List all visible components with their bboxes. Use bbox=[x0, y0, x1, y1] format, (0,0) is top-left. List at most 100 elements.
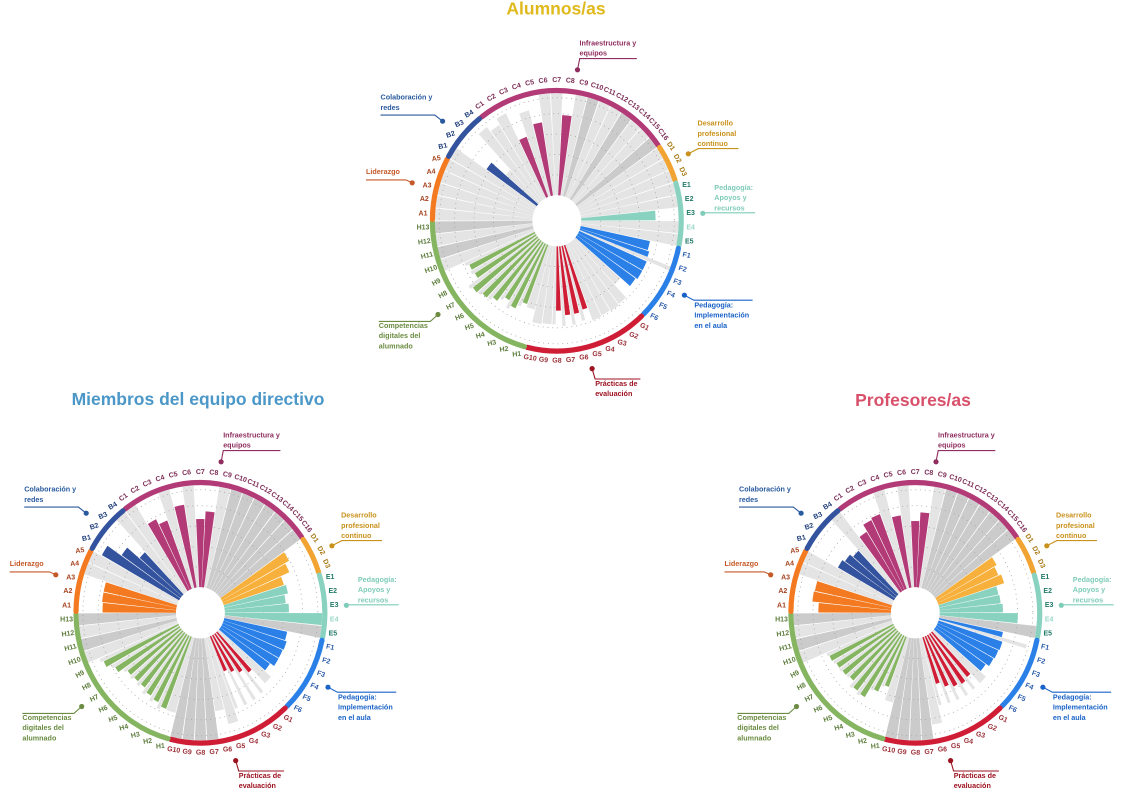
svg-text:Liderazgo: Liderazgo bbox=[725, 559, 760, 568]
svg-text:C3: C3 bbox=[857, 479, 868, 489]
svg-text:Liderazgo: Liderazgo bbox=[366, 167, 401, 176]
svg-text:C7: C7 bbox=[552, 77, 561, 84]
svg-text:Pedagogía:: Pedagogía: bbox=[1053, 692, 1092, 701]
svg-text:F6: F6 bbox=[292, 704, 303, 714]
svg-text:C7: C7 bbox=[196, 469, 205, 476]
svg-text:G3: G3 bbox=[617, 339, 628, 348]
svg-text:recursos: recursos bbox=[358, 595, 388, 604]
svg-text:C2: C2 bbox=[130, 485, 141, 496]
svg-text:D1: D1 bbox=[1023, 533, 1034, 544]
svg-text:F2: F2 bbox=[678, 265, 688, 274]
svg-text:B3: B3 bbox=[454, 119, 465, 129]
svg-text:G2: G2 bbox=[986, 723, 997, 733]
svg-text:C10: C10 bbox=[948, 474, 962, 485]
svg-text:G9: G9 bbox=[538, 356, 548, 364]
svg-text:F1: F1 bbox=[325, 644, 335, 653]
svg-text:C3: C3 bbox=[498, 87, 509, 97]
svg-text:Pedagogía:: Pedagogía: bbox=[358, 575, 397, 584]
svg-text:D1: D1 bbox=[665, 141, 676, 152]
svg-text:F4: F4 bbox=[1024, 682, 1034, 692]
svg-text:B4: B4 bbox=[464, 109, 475, 120]
svg-text:F6: F6 bbox=[649, 312, 660, 322]
svg-text:C5: C5 bbox=[525, 79, 535, 88]
svg-text:Competencias: Competencias bbox=[379, 321, 428, 330]
svg-text:G3: G3 bbox=[975, 731, 986, 740]
svg-text:Alumnos/as: Alumnos/as bbox=[506, 0, 605, 19]
svg-text:A2: A2 bbox=[63, 588, 72, 595]
svg-text:B2: B2 bbox=[89, 522, 100, 531]
svg-text:G8: G8 bbox=[552, 357, 562, 364]
svg-text:Infraestructura y: Infraestructura y bbox=[580, 38, 637, 47]
svg-text:G1: G1 bbox=[282, 714, 294, 724]
svg-text:H7: H7 bbox=[89, 694, 100, 704]
svg-text:F1: F1 bbox=[682, 252, 692, 261]
svg-text:C10: C10 bbox=[590, 82, 604, 93]
svg-text:C7: C7 bbox=[911, 469, 920, 476]
svg-text:G7: G7 bbox=[566, 357, 575, 364]
svg-text:C9: C9 bbox=[222, 471, 232, 480]
svg-text:A5: A5 bbox=[75, 547, 85, 555]
svg-text:recursos: recursos bbox=[714, 203, 744, 212]
svg-text:C11: C11 bbox=[961, 478, 975, 489]
svg-text:E5: E5 bbox=[1044, 630, 1053, 637]
svg-text:Implementación: Implementación bbox=[1053, 703, 1108, 712]
svg-text:G4: G4 bbox=[248, 738, 258, 746]
svg-text:C1: C1 bbox=[118, 492, 129, 503]
svg-text:digitales del: digitales del bbox=[737, 723, 779, 732]
svg-text:C4: C4 bbox=[870, 474, 881, 483]
svg-text:C1: C1 bbox=[474, 100, 485, 111]
svg-text:G8: G8 bbox=[911, 749, 921, 756]
svg-text:C4: C4 bbox=[511, 82, 522, 91]
svg-text:G5: G5 bbox=[236, 743, 246, 750]
svg-text:F1: F1 bbox=[1040, 644, 1050, 653]
svg-text:C2: C2 bbox=[845, 485, 856, 496]
svg-text:equipos: equipos bbox=[223, 441, 251, 450]
svg-text:G10: G10 bbox=[523, 354, 537, 363]
svg-text:D1: D1 bbox=[309, 533, 320, 544]
svg-text:G5: G5 bbox=[592, 351, 602, 358]
svg-text:Apoyos y: Apoyos y bbox=[358, 585, 390, 594]
svg-text:H1: H1 bbox=[512, 351, 522, 359]
svg-text:G9: G9 bbox=[897, 748, 907, 756]
svg-text:continuo: continuo bbox=[698, 139, 729, 148]
svg-text:Infraestructura y: Infraestructura y bbox=[223, 430, 280, 439]
svg-text:digitales del: digitales del bbox=[22, 723, 64, 732]
svg-text:H4: H4 bbox=[475, 331, 486, 340]
svg-text:H8: H8 bbox=[438, 290, 449, 300]
svg-text:B2: B2 bbox=[445, 130, 456, 139]
svg-text:H6: H6 bbox=[454, 313, 465, 323]
svg-text:G2: G2 bbox=[628, 331, 639, 341]
svg-text:E4: E4 bbox=[330, 616, 339, 623]
svg-text:D3: D3 bbox=[1036, 558, 1046, 569]
svg-text:G10: G10 bbox=[167, 746, 181, 755]
svg-text:A2: A2 bbox=[420, 196, 429, 203]
svg-text:Implementación: Implementación bbox=[338, 703, 393, 712]
svg-text:E3: E3 bbox=[686, 210, 695, 217]
svg-text:E2: E2 bbox=[685, 196, 694, 203]
svg-text:A4: A4 bbox=[426, 168, 436, 176]
svg-text:E1: E1 bbox=[682, 182, 691, 189]
svg-text:H9: H9 bbox=[790, 669, 801, 679]
svg-text:Pedagogía:: Pedagogía: bbox=[338, 692, 377, 701]
svg-text:digitales del: digitales del bbox=[379, 331, 421, 340]
svg-text:D2: D2 bbox=[1030, 545, 1041, 556]
svg-text:A2: A2 bbox=[778, 588, 787, 595]
svg-text:G8: G8 bbox=[196, 749, 206, 756]
svg-text:H12: H12 bbox=[61, 630, 75, 639]
svg-text:A1: A1 bbox=[419, 210, 428, 217]
svg-text:A5: A5 bbox=[790, 547, 800, 555]
svg-text:G1: G1 bbox=[997, 714, 1009, 724]
svg-text:Pedagogía:: Pedagogía: bbox=[694, 300, 733, 309]
svg-text:Implementación: Implementación bbox=[694, 311, 749, 320]
svg-text:H9: H9 bbox=[75, 669, 86, 679]
svg-text:H13: H13 bbox=[60, 617, 73, 624]
svg-text:recursos: recursos bbox=[1073, 595, 1103, 604]
svg-text:H13: H13 bbox=[775, 617, 788, 624]
svg-text:D2: D2 bbox=[315, 545, 326, 556]
svg-text:E5: E5 bbox=[685, 238, 694, 245]
svg-text:E1: E1 bbox=[1041, 574, 1050, 581]
svg-text:C11: C11 bbox=[602, 86, 616, 97]
svg-text:Prácticas de: Prácticas de bbox=[595, 379, 637, 388]
svg-text:F2: F2 bbox=[321, 657, 331, 666]
svg-text:H8: H8 bbox=[796, 682, 807, 692]
